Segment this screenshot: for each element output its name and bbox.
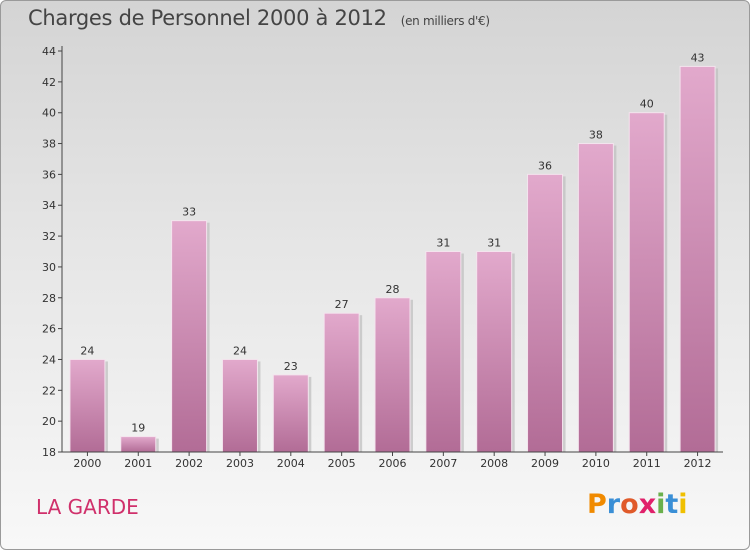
y-tick-label: 36 xyxy=(42,168,56,181)
labels-layer: 24 2000 19 2001 33 2002 24 2003 23 2004 27 2005 28 20… xyxy=(42,45,712,470)
bar-value-label: 33 xyxy=(182,206,196,219)
chart-title-block: Charges de Personnel 2000 à 2012 (en mill… xyxy=(28,6,490,30)
y-tick-label: 20 xyxy=(42,415,56,428)
y-tick-label: 34 xyxy=(42,199,56,212)
bar xyxy=(527,173,564,453)
bar xyxy=(476,251,513,453)
bar-value-label: 31 xyxy=(436,237,450,250)
bar xyxy=(374,297,411,453)
bar-value-label: 38 xyxy=(589,129,603,142)
x-tick-label: 2003 xyxy=(226,457,254,470)
bar xyxy=(171,220,208,453)
bar xyxy=(69,358,106,453)
bar-value-label: 40 xyxy=(640,98,654,111)
x-tick-label: 2011 xyxy=(633,457,661,470)
bars-layer xyxy=(69,65,719,453)
x-tick-label: 2006 xyxy=(379,457,407,470)
y-tick-label: 32 xyxy=(42,230,56,243)
logo-letter: P xyxy=(587,489,607,520)
logo-letter: o xyxy=(620,489,639,520)
x-tick-label: 2007 xyxy=(429,457,457,470)
y-tick-label: 22 xyxy=(42,384,56,397)
bar xyxy=(577,143,614,453)
logo-letter: i xyxy=(678,489,688,520)
bar-value-label: 23 xyxy=(284,360,298,373)
logo-letter: t xyxy=(665,489,679,520)
y-tick-label: 18 xyxy=(42,446,56,459)
y-tick-label: 30 xyxy=(42,261,56,274)
axes-layer xyxy=(58,46,723,456)
y-tick-label: 24 xyxy=(42,353,56,366)
logo-letter: r xyxy=(606,489,621,520)
bar-value-label: 24 xyxy=(233,344,247,357)
bar xyxy=(323,312,360,453)
x-tick-label: 2010 xyxy=(582,457,610,470)
chart-subtitle: (en milliers d'€) xyxy=(400,14,490,28)
bar-value-label: 19 xyxy=(131,422,145,435)
x-tick-label: 2001 xyxy=(124,457,152,470)
proxiti-logo: Proxiti xyxy=(587,489,688,520)
bar xyxy=(628,112,665,453)
x-tick-label: 2012 xyxy=(684,457,712,470)
y-tick-label: 28 xyxy=(42,292,56,305)
x-tick-label: 2008 xyxy=(480,457,508,470)
bar-value-label: 27 xyxy=(335,298,349,311)
bar xyxy=(221,358,258,453)
bar-value-label: 31 xyxy=(487,237,501,250)
bar xyxy=(120,436,157,453)
commune-name: LA GARDE xyxy=(36,495,139,519)
y-tick-label: 26 xyxy=(42,323,56,336)
y-tick-label: 40 xyxy=(42,107,56,120)
logo-letter: i xyxy=(656,489,666,520)
bar-value-label: 28 xyxy=(386,283,400,296)
bar-value-label: 24 xyxy=(80,344,94,357)
y-tick-label: 38 xyxy=(42,138,56,151)
x-tick-label: 2004 xyxy=(277,457,305,470)
chart-title: Charges de Personnel 2000 à 2012 xyxy=(28,6,387,30)
y-tick-label: 42 xyxy=(42,76,56,89)
x-tick-label: 2000 xyxy=(73,457,101,470)
x-tick-label: 2002 xyxy=(175,457,203,470)
logo-letter: x xyxy=(638,489,657,520)
x-tick-label: 2009 xyxy=(531,457,559,470)
bar xyxy=(272,374,309,453)
bar xyxy=(425,251,462,453)
bar xyxy=(679,65,716,453)
x-tick-label: 2005 xyxy=(328,457,356,470)
bar-value-label: 43 xyxy=(691,51,705,64)
y-tick-label: 44 xyxy=(42,45,56,58)
bar-value-label: 36 xyxy=(538,159,552,172)
